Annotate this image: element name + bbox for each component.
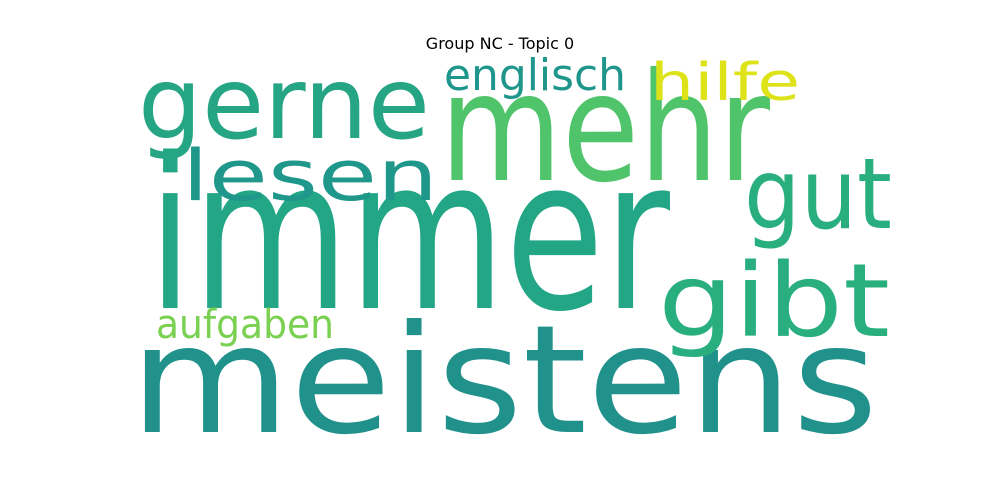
word-gerne: gerne bbox=[138, 45, 430, 162]
word-aufgaben: aufgaben bbox=[156, 302, 334, 348]
word-gibt: gibt bbox=[658, 242, 890, 361]
word-lesen: lesen bbox=[182, 135, 438, 217]
chart-title: Group NC - Topic 0 bbox=[425, 34, 575, 53]
word-englisch: englisch bbox=[444, 50, 626, 101]
word-meistens: meistens bbox=[130, 294, 878, 468]
word-mehr: mehr bbox=[440, 42, 770, 216]
word-gut: gut bbox=[744, 138, 892, 252]
word-immer: immer bbox=[148, 113, 671, 358]
word-hilfe: hilfe bbox=[650, 53, 800, 113]
